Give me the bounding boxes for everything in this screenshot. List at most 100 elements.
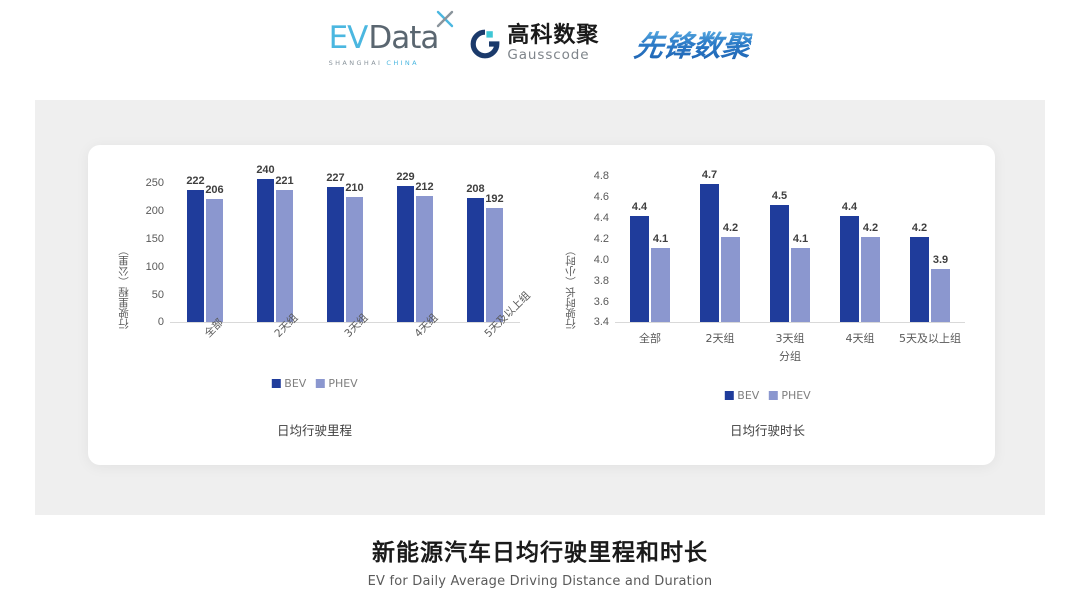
legend-label-phev: PHEV [328, 377, 358, 390]
data-label-phev-4: 192 [485, 192, 504, 205]
x-tick-label-2: 3天组 [775, 332, 805, 345]
bar-phev-0 [206, 199, 223, 322]
page-title-en: EV for Daily Average Driving Distance an… [367, 574, 713, 589]
data-label-phev-2: 210 [345, 181, 364, 194]
bar-bev-3 [840, 215, 859, 322]
chart-caption-duration: 日均行驶时长 [729, 423, 806, 438]
x-mark-icon [436, 10, 454, 28]
y-tick-0: 0 [157, 316, 164, 328]
x-tick-label-1: 2天组 [705, 332, 735, 345]
legend-item-bev: BEV [271, 377, 306, 390]
data-label-phev-0: 4.1 [652, 232, 669, 245]
data-label-bev-2: 227 [326, 171, 345, 184]
data-label-bev-1: 4.7 [701, 168, 718, 181]
evdata-ev-text: EV [328, 20, 369, 56]
legend-swatch-bev-icon [724, 391, 734, 400]
evdata-wordmark: EV Data [328, 10, 454, 56]
data-label-phev-3: 4.2 [862, 221, 879, 234]
legend-swatch-phev-icon [768, 391, 778, 400]
y-tick-3-4: 3.4 [593, 316, 609, 328]
bar-bev-0 [187, 189, 204, 322]
data-label-phev-2: 4.1 [792, 232, 809, 245]
data-label-bev-4: 208 [466, 183, 485, 196]
legend-swatch-phev-icon [315, 379, 325, 388]
data-label-bev-4: 4.2 [911, 221, 928, 234]
bar-bev-4 [467, 198, 484, 322]
data-label-phev-1: 221 [275, 175, 294, 188]
evdata-tagline: SHANGHAI CHINA [329, 59, 419, 67]
gausscode-text: 高科数聚 Gausscode [507, 22, 600, 63]
evdata-data-text: Data [368, 20, 439, 56]
bar-phev-3 [416, 195, 433, 322]
legend-label-phev: PHEV [781, 389, 811, 402]
legend-swatch-bev-icon [271, 379, 281, 388]
gausscode-en-name: Gausscode [507, 46, 590, 63]
logo-evdata: EV Data SHANGHAI CHINA [328, 10, 454, 67]
data-label-phev-1: 4.2 [722, 221, 739, 234]
legend-item-bev: BEV [724, 389, 759, 402]
y-tick-4-2: 4.2 [593, 233, 609, 245]
page-title-cn: 新能源汽车日均行驶里程和时长 [372, 540, 708, 566]
legend-label-bev: BEV [284, 377, 307, 390]
bar-phev-3 [861, 236, 880, 322]
gausscode-cn-name: 高科数聚 [507, 22, 600, 48]
x-axis-title-duration: 分组 [779, 350, 801, 363]
y-tick-4-6: 4.6 [593, 191, 609, 203]
x-tick-label-4: 5天及以上组 [899, 332, 961, 345]
chart-daily-distance: 行驶里程（公里） 0 50 100 150 200 250 222 206 240 2… [88, 145, 541, 465]
x-axis-line-distance [170, 322, 520, 323]
bar-bev-0 [630, 215, 649, 322]
chart-daily-duration: 行驶时长（小时） 3.4 3.6 3.8 4.0 4.2 4.4 4.6 4.8… [541, 145, 994, 465]
bar-bev-2 [770, 204, 789, 322]
plot-area-duration: 4.4 4.1 4.7 4.2 4.5 4.1 4.4 4.2 4.2 3.9 [615, 169, 965, 322]
plot-area-distance: 222 206 240 221 227 210 229 212 208 192 [170, 164, 520, 322]
data-label-bev-3: 229 [396, 170, 415, 183]
bar-phev-2 [346, 196, 363, 322]
x-tick-label-3: 4天组 [845, 332, 875, 345]
y-tick-3-8: 3.8 [593, 275, 609, 287]
bar-bev-4 [910, 236, 929, 322]
bar-phev-4 [486, 207, 503, 322]
data-label-bev-3: 4.4 [841, 200, 858, 213]
gausscode-circle-icon [470, 29, 500, 59]
bar-bev-3 [397, 185, 414, 322]
y-tick-100: 100 [145, 261, 164, 273]
y-tick-150: 150 [145, 233, 164, 245]
y-tick-200: 200 [145, 205, 164, 217]
y-tick-4-0: 4.0 [593, 254, 609, 266]
evdata-tagline-shanghai: SHANGHAI [328, 59, 383, 67]
data-label-phev-0: 206 [205, 184, 224, 197]
evdata-tagline-china: CHINA [386, 59, 420, 67]
footer-titles: 新能源汽车日均行驶里程和时长 EV for Daily Average Driv… [0, 533, 1080, 589]
bar-phev-0 [651, 247, 670, 322]
data-label-bev-1: 240 [256, 163, 275, 176]
logo-xianfeng: 先锋数聚 [632, 23, 755, 65]
y-tick-3-6: 3.6 [593, 296, 609, 308]
legend-distance: BEV PHEV [271, 377, 358, 390]
charts-container: 行驶里程（公里） 0 50 100 150 200 250 222 206 240 2… [88, 145, 995, 465]
y-axis-title-distance: 行驶里程（公里） [118, 245, 130, 329]
y-tick-250: 250 [145, 177, 164, 189]
legend-item-phev: PHEV [768, 389, 811, 402]
data-label-bev-0: 222 [186, 174, 205, 187]
bar-bev-1 [700, 183, 719, 322]
chart-caption-distance: 日均行驶里程 [276, 423, 353, 438]
legend-item-phev: PHEV [315, 377, 358, 390]
bar-bev-1 [257, 178, 274, 322]
bar-bev-2 [327, 186, 344, 322]
x-axis-line-duration [615, 322, 965, 323]
y-tick-4-4: 4.4 [593, 212, 609, 224]
legend-duration: BEV PHEV [724, 389, 811, 402]
bar-phev-4 [931, 268, 950, 322]
legend-label-bev: BEV [737, 389, 760, 402]
logo-gausscode: 高科数聚 Gausscode [470, 22, 600, 63]
bar-phev-1 [721, 236, 740, 322]
data-label-phev-3: 212 [415, 180, 434, 193]
logo-bar: EV Data SHANGHAI CHINA [0, 10, 1080, 67]
y-tick-4-8: 4.8 [593, 170, 609, 182]
data-label-bev-0: 4.4 [631, 200, 648, 213]
data-label-bev-2: 4.5 [771, 189, 788, 202]
bar-phev-1 [276, 190, 293, 322]
bar-phev-2 [791, 247, 810, 322]
